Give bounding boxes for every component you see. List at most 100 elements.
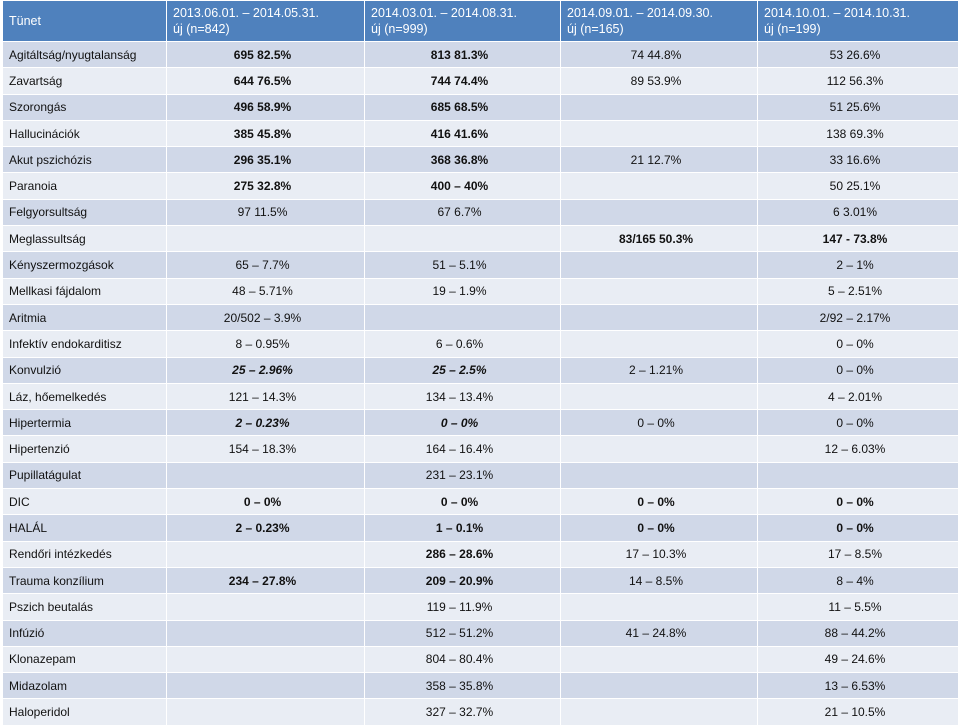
- period-3-value: 0 – 0%: [560, 514, 758, 542]
- table-row: Kényszermozgások 65 – 7.7% 51 – 5.1% 2 – 1%: [2, 251, 959, 279]
- symptom-label: Klonazepam: [2, 645, 167, 674]
- symptom-label: Aritmia: [2, 303, 167, 332]
- period-4-value: 112 56.3%: [757, 67, 959, 95]
- table-row: DIC 0 – 0% 0 – 0% 0 – 0% 0 – 0%: [2, 488, 959, 516]
- period-1-value: 385 45.8%: [166, 119, 365, 148]
- period-1-value: 48 – 5.71%: [166, 277, 365, 305]
- period-3-value: [560, 303, 758, 332]
- period-4-value: 33 16.6%: [757, 146, 959, 174]
- period-3-value: [560, 172, 758, 200]
- period-3-value: [560, 645, 758, 674]
- period-1-value: 496 58.9%: [166, 93, 365, 121]
- period-2-value: 0 – 0%: [364, 409, 561, 437]
- period-2-value: 1 – 0.1%: [364, 514, 561, 542]
- table-row: Láz, hőemelkedés 121 – 14.3% 134 – 13.4% 4 …: [2, 382, 959, 411]
- symptom-label: Pupillatágulat: [2, 461, 167, 490]
- period-4-value: 12 – 6.03%: [757, 435, 959, 463]
- period-4-value: 138 69.3%: [757, 119, 959, 148]
- period-4-value: 0 – 0%: [757, 488, 959, 516]
- symptom-label: Trauma konzílium: [2, 566, 167, 595]
- period-2-value: 119 – 11.9%: [364, 593, 561, 621]
- period-3-value: 0 – 0%: [560, 409, 758, 437]
- period-3-value: [560, 435, 758, 463]
- period-1-value: 275 32.8%: [166, 172, 365, 200]
- period-1-value: [166, 225, 365, 253]
- period-4-value: 53 26.6%: [757, 40, 959, 69]
- header-period-4: 2014.10.01. – 2014.10.31. új (n=199): [757, 0, 959, 42]
- period-1-value: 234 – 27.8%: [166, 566, 365, 595]
- symptom-label: Láz, hőemelkedés: [2, 382, 167, 411]
- period-1-value: 695 82.5%: [166, 40, 365, 69]
- period-2-value: 368 36.8%: [364, 146, 561, 174]
- table-row: Midazolam 358 – 35.8% 13 – 6.53%: [2, 672, 959, 700]
- period-4-value: 6 3.01%: [757, 198, 959, 227]
- period-3-value: [560, 698, 758, 726]
- period-2-value: 286 – 28.6%: [364, 540, 561, 568]
- period-4-value: 0 – 0%: [757, 409, 959, 437]
- period-4-value: 0 – 0%: [757, 356, 959, 384]
- table-row: Akut pszichózis 296 35.1% 368 36.8% 21 12.7…: [2, 146, 959, 174]
- header-symptom: Tünet: [2, 0, 167, 42]
- period-3-value: [560, 593, 758, 621]
- period-1-value: 97 11.5%: [166, 198, 365, 227]
- table-row: Felgyorsultság 97 11.5% 67 6.7% 6 3.01%: [2, 198, 959, 227]
- period-4-value: 147 - 73.8%: [757, 225, 959, 253]
- symptom-label: DIC: [2, 488, 167, 516]
- table-header-row: Tünet 2013.06.01. – 2014.05.31. új (n=84…: [2, 0, 959, 42]
- period-2-value: [364, 303, 561, 332]
- table-body: Agitáltság/nyugtalanság 695 82.5% 813 81.3…: [2, 40, 959, 726]
- symptom-label: Akut pszichózis: [2, 146, 167, 174]
- period-2-value: 813 81.3%: [364, 40, 561, 69]
- period-1-value: 25 – 2.96%: [166, 356, 365, 384]
- period-2-value: 134 – 13.4%: [364, 382, 561, 411]
- table-row: Hipertenzió 154 – 18.3% 164 – 16.4% 12 – 6.…: [2, 435, 959, 463]
- table-row: Meglassultság 83/165 50.3% 147 - 73.8%: [2, 225, 959, 253]
- table-row: Hipertermia 2 – 0.23% 0 – 0% 0 – 0% 0 – 0%: [2, 409, 959, 437]
- table-row: Hallucinációk 385 45.8% 416 41.6% 138 69.3%: [2, 119, 959, 148]
- table-row: Pszich beutalás 119 – 11.9% 11 – 5.5%: [2, 593, 959, 621]
- period-2-value: 0 – 0%: [364, 488, 561, 516]
- table-row: HALÁL 2 – 0.23% 1 – 0.1% 0 – 0% 0 – 0%: [2, 514, 959, 542]
- period-1-value: 65 – 7.7%: [166, 251, 365, 279]
- period-4-value: 49 – 24.6%: [757, 645, 959, 674]
- period-1-value: 2 – 0.23%: [166, 409, 365, 437]
- table-row: Konvulzió 25 – 2.96% 25 – 2.5% 2 – 1.21% 0 –…: [2, 356, 959, 384]
- period-2-value: [364, 225, 561, 253]
- period-1-value: 121 – 14.3%: [166, 382, 365, 411]
- period-3-value: 83/165 50.3%: [560, 225, 758, 253]
- period-4-value: 0 – 0%: [757, 330, 959, 358]
- period-2-value: 19 – 1.9%: [364, 277, 561, 305]
- period-1-value: [166, 593, 365, 621]
- table-row: Mellkasi fájdalom 48 – 5.71% 19 – 1.9% 5 – …: [2, 277, 959, 305]
- period-4-value: 21 – 10.5%: [757, 698, 959, 726]
- period-4-value: 5 – 2.51%: [757, 277, 959, 305]
- table-row: Zavartság 644 76.5% 744 74.4% 89 53.9% 112 5…: [2, 67, 959, 95]
- table-row: Haloperidol 327 – 32.7% 21 – 10.5%: [2, 698, 959, 726]
- period-2-value: 67 6.7%: [364, 198, 561, 227]
- period-2-value: 25 – 2.5%: [364, 356, 561, 384]
- symptom-label: Hipertermia: [2, 409, 167, 437]
- symptom-label: Hipertenzió: [2, 435, 167, 463]
- period-3-value: 2 – 1.21%: [560, 356, 758, 384]
- table-row: Pupillatágulat 231 – 23.1%: [2, 461, 959, 490]
- table-row: Trauma konzílium 234 – 27.8% 209 – 20.9% 14…: [2, 566, 959, 595]
- symptom-label: Infektív endokarditisz: [2, 330, 167, 358]
- period-1-value: [166, 619, 365, 647]
- period-4-value: 11 – 5.5%: [757, 593, 959, 621]
- period-3-value: [560, 277, 758, 305]
- period-2-value: 327 – 32.7%: [364, 698, 561, 726]
- period-1-value: [166, 672, 365, 700]
- period-4-value: 8 – 4%: [757, 566, 959, 595]
- table-row: Infúzió 512 – 51.2% 41 – 24.8% 88 – 44.2%: [2, 619, 959, 647]
- period-3-value: [560, 119, 758, 148]
- symptom-label: Mellkasi fájdalom: [2, 277, 167, 305]
- table-row: Klonazepam 804 – 80.4% 49 – 24.6%: [2, 645, 959, 674]
- period-1-value: 8 – 0.95%: [166, 330, 365, 358]
- period-4-value: 17 – 8.5%: [757, 540, 959, 568]
- symptom-label: Kényszermozgások: [2, 251, 167, 279]
- period-2-value: 51 – 5.1%: [364, 251, 561, 279]
- period-2-value: 400 – 40%: [364, 172, 561, 200]
- period-3-value: 74 44.8%: [560, 40, 758, 69]
- symptom-label: Zavartság: [2, 67, 167, 95]
